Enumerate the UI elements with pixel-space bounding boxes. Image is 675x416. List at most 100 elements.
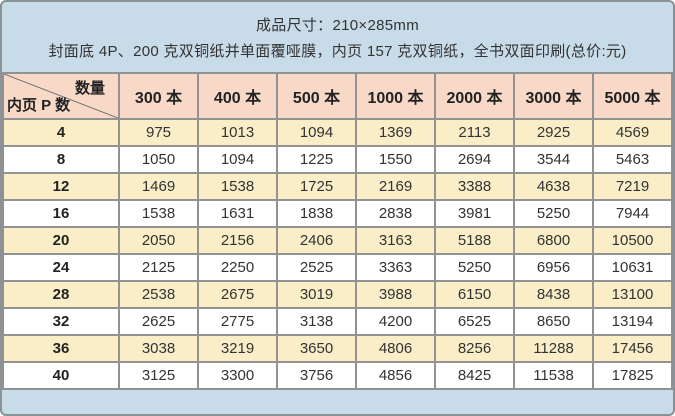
price-cell: 3125 [118,361,199,390]
table-row: 16 1538 1631 1838 2838 3981 5250 7944 [2,199,673,228]
table-row: 12 1469 1538 1725 2169 3388 4638 7219 [2,172,673,201]
price-cell: 2538 [118,280,199,309]
price-cell: 2250 [197,253,278,282]
price-cell: 3138 [276,307,357,336]
price-cell: 17456 [592,334,673,363]
price-cell: 13100 [592,280,673,309]
spec-paper-line: 封面底 4P、200 克双铜纸并单面覆哑膜，内页 157 克双铜纸，全书双面印刷… [48,42,627,60]
table-row: 32 2625 2775 3138 4200 6525 8650 13194 [2,307,673,336]
row-pages-label: 16 [2,199,120,228]
price-cell: 3363 [355,253,436,282]
price-cell: 2925 [513,118,594,147]
table-row: 36 3038 3219 3650 4806 8256 11288 17456 [2,334,673,363]
price-cell: 6956 [513,253,594,282]
row-pages-label: 24 [2,253,120,282]
price-cell: 6800 [513,226,594,255]
price-cell: 5188 [434,226,515,255]
price-cell: 3544 [513,145,594,174]
column-header: 3000 本 [513,72,594,120]
price-cell: 2125 [118,253,199,282]
price-cell: 10631 [592,253,673,282]
table-row: 8 1050 1094 1225 1550 2694 3544 5463 [2,145,673,174]
price-cell: 3650 [276,334,357,363]
row-pages-label: 20 [2,226,120,255]
price-cell: 2525 [276,253,357,282]
column-header: 1000 本 [355,72,436,120]
price-cell: 2675 [197,280,278,309]
price-cell: 3388 [434,172,515,201]
price-cell: 3988 [355,280,436,309]
table-row: 40 3125 3300 3756 4856 8425 11538 17825 [2,361,673,390]
table-row: 20 2050 2156 2406 3163 5188 6800 10500 [2,226,673,255]
table-header-row: 数量 内页 P 数 300 本 400 本 500 本 1000 本 2000 本 300… [2,72,673,120]
column-header: 2000 本 [434,72,515,120]
price-cell: 1013 [197,118,278,147]
price-cell: 975 [118,118,199,147]
price-cell: 1550 [355,145,436,174]
corner-quantity-label: 数量 [74,80,105,97]
price-cell: 4638 [513,172,594,201]
price-cell: 3163 [355,226,436,255]
price-cell: 1838 [276,199,357,228]
row-pages-label: 32 [2,307,120,336]
price-cell: 1725 [276,172,357,201]
row-pages-label: 40 [2,361,120,390]
price-cell: 2625 [118,307,199,336]
price-cell: 1050 [118,145,199,174]
price-cell: 10500 [592,226,673,255]
price-cell: 5463 [592,145,673,174]
price-cell: 3219 [197,334,278,363]
price-cell: 13194 [592,307,673,336]
price-cell: 1225 [276,145,357,174]
price-cell: 11288 [513,334,594,363]
price-cell: 8425 [434,361,515,390]
price-cell: 5250 [513,199,594,228]
price-cell: 3981 [434,199,515,228]
price-cell: 2838 [355,199,436,228]
price-cell: 7219 [592,172,673,201]
corner-cell: 数量 内页 P 数 [2,72,120,120]
price-cell: 3756 [276,361,357,390]
price-cell: 1631 [197,199,278,228]
price-cell: 2156 [197,226,278,255]
corner-pages-label: 内页 P 数 [7,97,71,114]
price-table: 数量 内页 P 数 300 本 400 本 500 本 1000 本 2000 本 300… [2,72,673,390]
column-header: 400 本 [197,72,278,120]
price-cell: 3038 [118,334,199,363]
price-cell: 2169 [355,172,436,201]
diagonal-divider-line [4,74,118,118]
price-cell: 6525 [434,307,515,336]
column-header: 5000 本 [592,72,673,120]
price-cell: 2406 [276,226,357,255]
table-row: 24 2125 2250 2525 3363 5250 6956 10631 [2,253,673,282]
price-cell: 2113 [434,118,515,147]
row-pages-label: 36 [2,334,120,363]
table-row: 28 2538 2675 3019 3988 6150 8438 13100 [2,280,673,309]
column-header: 300 本 [118,72,199,120]
price-cell: 4856 [355,361,436,390]
price-cell: 2775 [197,307,278,336]
price-cell: 1469 [118,172,199,201]
price-cell: 4806 [355,334,436,363]
price-cell: 6150 [434,280,515,309]
column-header: 500 本 [276,72,357,120]
price-cell: 1538 [197,172,278,201]
price-cell: 4200 [355,307,436,336]
row-pages-label: 28 [2,280,120,309]
spec-header: 成品尺寸：210×285mm 封面底 4P、200 克双铜纸并单面覆哑膜，内页 … [2,2,673,72]
spec-size-line: 成品尺寸：210×285mm [255,16,419,34]
price-table-body: 4 975 1013 1094 1369 2113 2925 4569 8 1050 1094 122… [2,118,673,390]
price-cell: 1094 [276,118,357,147]
price-cell: 8438 [513,280,594,309]
price-cell: 4569 [592,118,673,147]
price-cell: 1538 [118,199,199,228]
price-cell: 3019 [276,280,357,309]
price-cell: 3300 [197,361,278,390]
price-cell: 1369 [355,118,436,147]
row-pages-label: 4 [2,118,120,147]
price-cell: 17825 [592,361,673,390]
price-cell: 7944 [592,199,673,228]
table-row: 4 975 1013 1094 1369 2113 2925 4569 [2,118,673,147]
price-cell: 8650 [513,307,594,336]
